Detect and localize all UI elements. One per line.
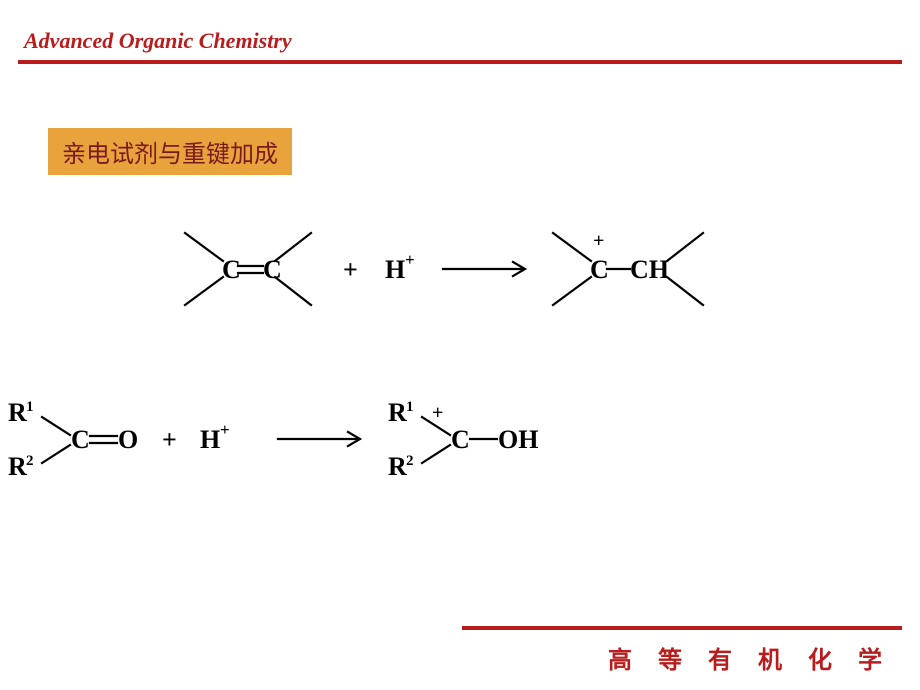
r1-left-c2: C	[263, 255, 282, 284]
footer-title: 高 等 有 机 化 学	[608, 640, 892, 675]
r2-left-r2: R	[8, 452, 27, 481]
r1-left-c1: C	[222, 255, 241, 284]
r1-plus: +	[343, 255, 358, 284]
r2-right-c: C	[451, 425, 470, 454]
page-title: Advanced Organic Chemistry	[24, 28, 292, 54]
header-divider	[18, 60, 902, 64]
r2-right-r1-sup: 1	[406, 399, 414, 415]
section-heading-box: 亲电试剂与重键加成	[48, 128, 292, 175]
reaction-1: C C + H + C + CH	[175, 225, 735, 325]
r1-right-c1: C	[590, 255, 609, 284]
r1-right-ch: CH	[630, 255, 669, 284]
reaction-2-svg: R 1 R 2 C O + H + R 1 R 2 C + OH	[0, 395, 570, 495]
reaction-1-svg: C C + H + C + CH	[175, 225, 735, 325]
r2-right-r2-sup: 2	[406, 453, 414, 469]
r2-left-o: O	[118, 425, 138, 454]
r2-left-r2-sup: 2	[26, 453, 34, 469]
r2-right-r1: R	[388, 398, 407, 427]
r1-right-charge: +	[593, 230, 604, 252]
r2-left-c: C	[71, 425, 90, 454]
r2-right-r2: R	[388, 452, 407, 481]
r2-left-r1-sup: 1	[26, 399, 34, 415]
reaction-2: R 1 R 2 C O + H + R 1 R 2 C + OH	[0, 395, 570, 495]
r2-right-oh: OH	[498, 425, 538, 454]
r2-right-charge: +	[432, 402, 443, 424]
r1-reagent-sup: +	[405, 250, 415, 269]
r1-reagent-h: H	[385, 255, 405, 284]
r2-reagent-sup: +	[220, 420, 230, 439]
r2-plus: +	[162, 425, 177, 454]
r2-left-r1: R	[8, 398, 27, 427]
footer-divider	[462, 626, 902, 630]
r2-reagent-h: H	[200, 425, 220, 454]
